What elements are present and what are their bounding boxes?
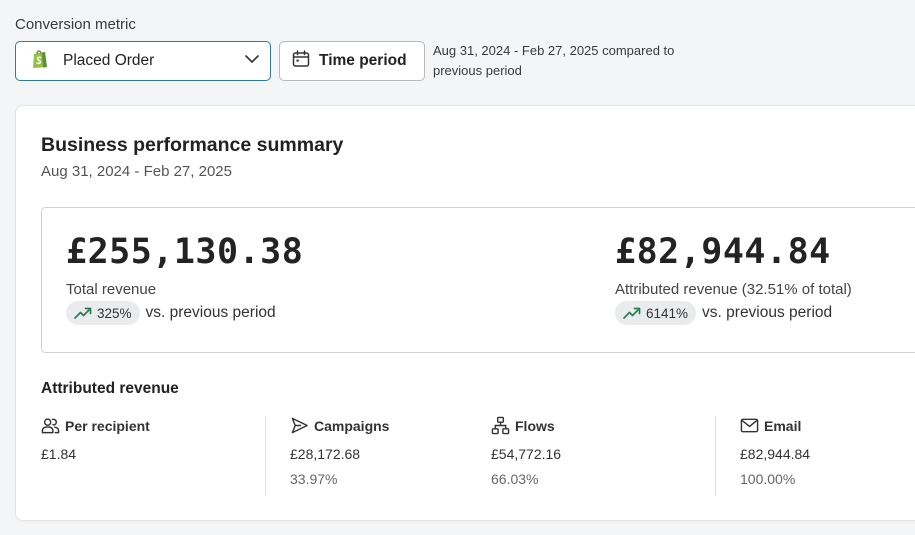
attributed-revenue-title: Attributed revenue [41, 380, 179, 397]
attributed-column-campaigns: Campaigns £28,172.68 33.97% [290, 416, 480, 496]
column-divider [715, 416, 716, 496]
card-date-range: Aug 31, 2024 - Feb 27, 2025 [41, 163, 232, 180]
conversion-metric-label: Conversion metric [15, 16, 136, 33]
comparison-period-text: Aug 31, 2024 - Feb 27, 2025 compared to … [433, 43, 675, 78]
column-header: Flows [491, 416, 711, 435]
shopify-icon [29, 48, 63, 75]
column-divider [265, 416, 266, 496]
time-period-button[interactable]: Time period [279, 41, 425, 81]
attributed-revenue-value: £82,944.84 [615, 232, 831, 272]
column-percent: 66.03% [491, 471, 539, 487]
trend-up-icon [74, 307, 92, 319]
change-suffix: vs. previous period [702, 304, 833, 321]
column-label: Email [764, 417, 802, 434]
card-title: Business performance summary [41, 134, 344, 156]
attributed-column-flows: Flows £54,772.16 66.03% [491, 416, 711, 496]
send-icon [291, 417, 308, 434]
email-icon [740, 418, 759, 433]
total-revenue-kpi: £255,130.38 Total revenue 325% vs. previ… [66, 232, 303, 325]
attributed-column-per-recipient: Per recipient £1.84 [41, 416, 261, 496]
conversion-metric-value: Placed Order [63, 52, 155, 69]
column-label: Flows [515, 417, 555, 434]
attributed-column-email: Email £82,944.84 100.00% [740, 416, 915, 496]
attributed-revenue-kpi: £82,944.84 Attributed revenue (32.51% of… [615, 232, 852, 325]
total-revenue-label: Total revenue [66, 281, 157, 298]
column-header: Campaigns [290, 416, 480, 435]
trend-up-icon [623, 307, 641, 319]
change-value: 325% [97, 305, 132, 321]
conversion-metric-select[interactable]: Placed Order [15, 41, 271, 81]
change-suffix: vs. previous period [145, 304, 276, 321]
change-badge: 6141% [615, 301, 697, 325]
column-header: Email [740, 416, 915, 435]
business-performance-card: Business performance summary Aug 31, 202… [15, 105, 915, 521]
column-label: Campaigns [314, 417, 390, 434]
flow-icon [491, 416, 510, 435]
people-icon [41, 418, 60, 434]
chevron-down-icon [244, 51, 260, 72]
column-percent: 33.97% [290, 471, 338, 487]
kpi-box: £255,130.38 Total revenue 325% vs. previ… [41, 207, 915, 353]
column-value: £82,944.84 [740, 446, 811, 462]
total-revenue-change: 325% vs. previous period [66, 301, 303, 325]
column-header: Per recipient [41, 416, 261, 435]
column-label: Per recipient [65, 417, 150, 434]
attributed-revenue-label: Attributed revenue (32.51% of total) [615, 281, 852, 298]
column-percent: 100.00% [740, 471, 796, 487]
attributed-revenue-change: 6141% vs. previous period [615, 301, 852, 325]
change-value: 6141% [646, 305, 689, 321]
time-period-label: Time period [319, 52, 407, 69]
calendar-icon [292, 49, 319, 73]
column-value: £1.84 [41, 446, 77, 462]
column-value: £54,772.16 [491, 446, 562, 462]
total-revenue-value: £255,130.38 [66, 232, 304, 272]
change-badge: 325% [66, 301, 140, 325]
column-value: £28,172.68 [290, 446, 361, 462]
